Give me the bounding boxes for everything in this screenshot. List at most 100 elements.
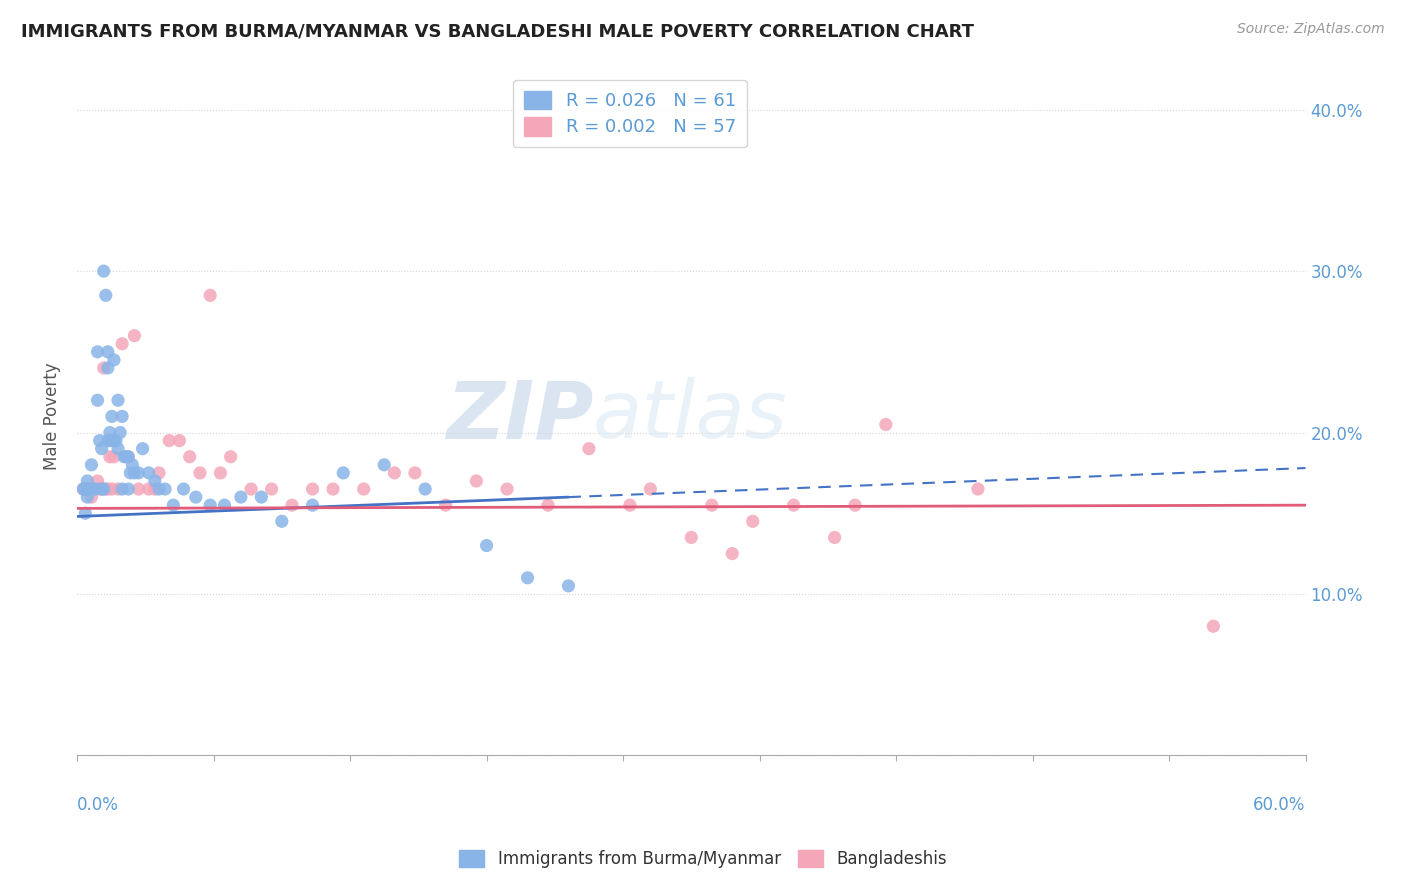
Point xyxy=(104,434,127,448)
Point xyxy=(270,514,292,528)
Point xyxy=(82,482,104,496)
Point xyxy=(117,450,139,464)
Point xyxy=(101,482,124,496)
Point xyxy=(103,434,125,448)
Point xyxy=(260,482,283,496)
Legend: R = 0.026   N = 61, R = 0.002   N = 57: R = 0.026 N = 61, R = 0.002 N = 57 xyxy=(513,79,747,147)
Point xyxy=(82,482,104,496)
Point xyxy=(353,482,375,496)
Text: ZIP: ZIP xyxy=(446,377,593,456)
Point xyxy=(84,482,107,496)
Point xyxy=(143,482,166,496)
Point xyxy=(76,482,98,496)
Point xyxy=(97,344,120,359)
Point xyxy=(169,434,191,448)
Point xyxy=(844,498,866,512)
Point xyxy=(84,482,107,496)
Point xyxy=(90,442,112,456)
Point xyxy=(824,531,846,545)
Point xyxy=(148,466,170,480)
Point xyxy=(301,482,323,496)
Point xyxy=(98,425,121,440)
Point xyxy=(121,458,143,472)
Point xyxy=(94,482,117,496)
Point xyxy=(89,482,111,496)
Point xyxy=(250,490,273,504)
Point xyxy=(89,434,111,448)
Point xyxy=(516,571,538,585)
Point xyxy=(153,482,176,496)
Point xyxy=(138,466,160,480)
Point xyxy=(72,482,94,496)
Point xyxy=(72,482,94,496)
Point xyxy=(93,361,115,376)
Point xyxy=(75,482,97,496)
Point xyxy=(111,336,134,351)
Point xyxy=(332,466,354,480)
Point xyxy=(90,482,112,496)
Point xyxy=(373,458,395,472)
Point xyxy=(557,579,579,593)
Point xyxy=(120,466,142,480)
Point xyxy=(496,482,519,496)
Point xyxy=(98,434,121,448)
Point xyxy=(322,482,344,496)
Point xyxy=(76,482,98,496)
Point xyxy=(80,482,103,496)
Point xyxy=(741,514,763,528)
Point xyxy=(79,482,101,496)
Point xyxy=(475,539,498,553)
Y-axis label: Male Poverty: Male Poverty xyxy=(44,362,60,470)
Point xyxy=(93,264,115,278)
Point xyxy=(97,482,120,496)
Point xyxy=(107,482,129,496)
Point xyxy=(124,328,146,343)
Point xyxy=(128,466,150,480)
Point xyxy=(162,498,184,512)
Point xyxy=(86,474,108,488)
Point xyxy=(184,490,207,504)
Point xyxy=(214,498,236,512)
Text: 60.0%: 60.0% xyxy=(1253,796,1306,814)
Point xyxy=(98,450,121,464)
Point xyxy=(209,466,232,480)
Point xyxy=(219,450,242,464)
Point xyxy=(229,490,252,504)
Point xyxy=(115,450,138,464)
Point xyxy=(1202,619,1225,633)
Text: atlas: atlas xyxy=(593,377,787,456)
Point xyxy=(107,393,129,408)
Point xyxy=(80,490,103,504)
Point xyxy=(700,498,723,512)
Legend: Immigrants from Burma/Myanmar, Bangladeshis: Immigrants from Burma/Myanmar, Banglades… xyxy=(453,843,953,875)
Point xyxy=(188,466,211,480)
Point xyxy=(640,482,662,496)
Point xyxy=(75,482,97,496)
Point xyxy=(103,450,125,464)
Point xyxy=(111,482,134,496)
Point xyxy=(148,482,170,496)
Point xyxy=(198,498,221,512)
Point xyxy=(138,482,160,496)
Point xyxy=(404,466,426,480)
Point xyxy=(157,434,180,448)
Point xyxy=(111,409,134,424)
Text: 0.0%: 0.0% xyxy=(77,796,120,814)
Text: IMMIGRANTS FROM BURMA/MYANMAR VS BANGLADESHI MALE POVERTY CORRELATION CHART: IMMIGRANTS FROM BURMA/MYANMAR VS BANGLAD… xyxy=(21,22,974,40)
Point xyxy=(80,458,103,472)
Point xyxy=(124,466,146,480)
Point xyxy=(107,442,129,456)
Point xyxy=(434,498,457,512)
Point xyxy=(578,442,600,456)
Point xyxy=(90,482,112,496)
Point xyxy=(117,450,139,464)
Point xyxy=(103,352,125,367)
Point xyxy=(179,450,201,464)
Point xyxy=(301,498,323,512)
Point xyxy=(240,482,263,496)
Point xyxy=(967,482,990,496)
Point xyxy=(721,547,744,561)
Point xyxy=(93,482,115,496)
Point xyxy=(97,434,120,448)
Point xyxy=(86,393,108,408)
